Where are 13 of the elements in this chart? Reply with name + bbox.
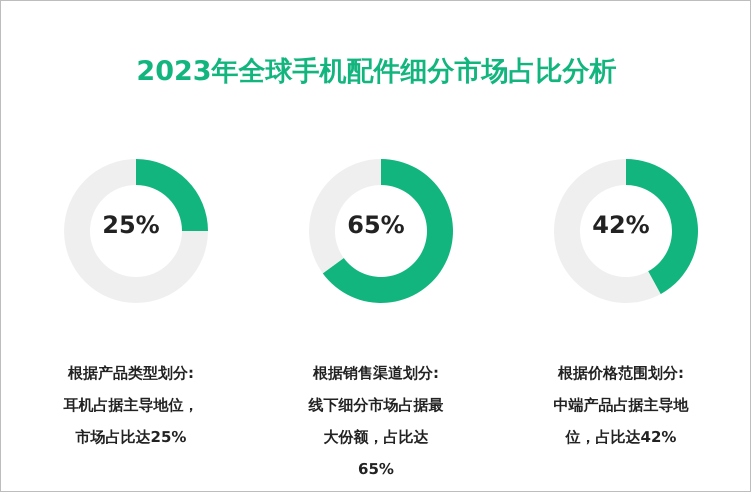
text: 中端产品占据主导地位，占比达42% [552,395,690,448]
text: 根据销售渠道划分: [312,363,440,384]
donut-slice [64,159,208,303]
text: 根据产品类型划分: [66,363,195,384]
donut-slice [322,159,453,303]
text: 根据价格范围划分: [556,363,685,384]
donut-slice [554,159,661,303]
text: 25% [101,211,161,239]
text: 65% [346,211,406,239]
text: 线下细分市场占据最大份额，占比达65% [307,395,444,480]
text: 耳机占据主导地位，市场占比达25% [62,395,200,448]
text: 42% [591,211,651,239]
text: 2023年全球手机配件细分市场占比分析 [135,55,618,89]
